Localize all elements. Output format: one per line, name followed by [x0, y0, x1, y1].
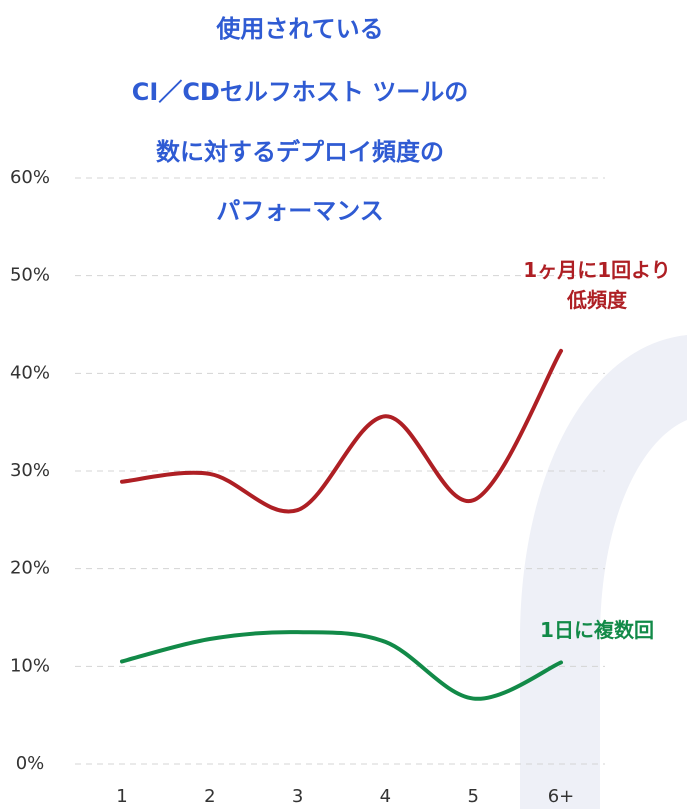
- x-tick-label: 2: [204, 786, 215, 807]
- series-label: 1ヶ月に1回より低頻度: [523, 258, 671, 312]
- x-tick-label: 6+: [548, 786, 575, 807]
- series-line: [120, 630, 563, 701]
- y-tick-label: 30%: [10, 460, 50, 481]
- series-line: [120, 348, 563, 514]
- x-tick-label: 4: [380, 786, 391, 807]
- chart-title: 使用されている: [215, 15, 383, 43]
- y-tick-label: 20%: [10, 558, 50, 579]
- y-tick-label: 60%: [10, 167, 50, 188]
- y-tick-label: 40%: [10, 362, 50, 383]
- series-label: 1日に複数回: [540, 618, 654, 642]
- x-tick-label: 5: [467, 786, 478, 807]
- x-tick-label: 3: [292, 786, 303, 807]
- chart-title: パフォーマンス: [216, 197, 384, 225]
- background-arc: [520, 335, 687, 809]
- y-tick-label: 50%: [10, 265, 50, 286]
- x-tick-label: 1: [116, 786, 127, 807]
- chart-title: 数に対するデプロイ頻度の: [156, 138, 444, 166]
- y-tick-label: 0%: [16, 753, 45, 774]
- y-tick-label: 10%: [10, 655, 50, 676]
- chart-title: CI／CDセルフホスト ツールの: [132, 78, 468, 106]
